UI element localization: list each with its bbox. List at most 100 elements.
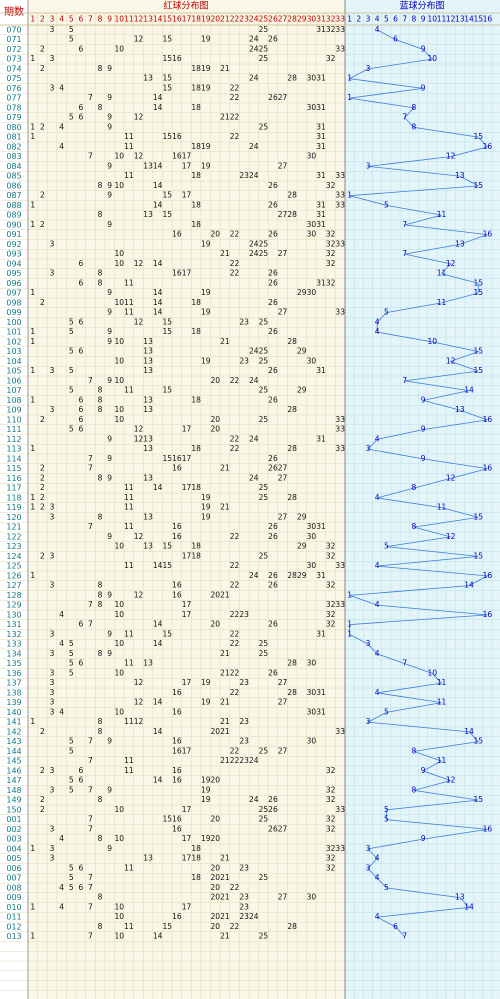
red-number: 32 <box>326 239 336 248</box>
red-number: 32 <box>326 25 336 34</box>
issue-label: 120 <box>6 513 21 522</box>
red-number: 15 <box>163 327 173 336</box>
blue-number: 3 <box>366 64 371 73</box>
red-number: 11 <box>124 386 134 395</box>
issue-label: 110 <box>6 415 21 424</box>
red-number: 23 <box>239 171 249 180</box>
issue-label: 004 <box>6 844 21 853</box>
blue-number: 9 <box>421 834 426 843</box>
red-number: 13 <box>143 542 153 551</box>
blue-number: 10 <box>428 337 438 346</box>
blue-number: 15 <box>473 512 483 521</box>
issue-label: 134 <box>6 649 21 658</box>
red-number: 9 <box>107 737 112 746</box>
blue-number: 8 <box>412 522 417 531</box>
red-number: 11 <box>124 483 134 492</box>
red-number: 5 <box>69 737 74 746</box>
red-number: 22 <box>230 376 240 385</box>
red-number: 7 <box>88 152 93 161</box>
blue-number: 12 <box>446 259 456 268</box>
red-number: 2 <box>40 44 45 53</box>
red-number: 25 <box>259 932 269 941</box>
issue-label: 081 <box>6 133 21 142</box>
blue-number: 3 <box>366 863 371 872</box>
issue-label: 125 <box>6 562 21 571</box>
red-number: 18 <box>191 395 201 404</box>
red-column-label: 8 <box>98 15 103 24</box>
red-number: 6 <box>78 776 83 785</box>
red-number: 4 <box>59 883 64 892</box>
red-number: 6 <box>78 278 83 287</box>
red-number: 15 <box>163 454 173 463</box>
red-number: 25 <box>259 347 269 356</box>
red-number: 24 <box>249 44 259 53</box>
red-number: 10 <box>114 912 124 921</box>
red-number: 17 <box>182 483 192 492</box>
red-number: 9 <box>107 454 112 463</box>
red-number: 11 <box>124 863 134 872</box>
issue-label: 115 <box>6 464 21 473</box>
blue-number: 8 <box>412 103 417 112</box>
issue-label: 075 <box>6 74 21 83</box>
red-number: 29 <box>297 571 307 580</box>
red-number: 1 <box>30 122 35 131</box>
red-number: 18 <box>191 103 201 112</box>
blue-column-label: 3 <box>366 15 371 24</box>
red-number: 12 <box>134 678 144 687</box>
blue-number: 3 <box>366 717 371 726</box>
issue-label: 090 <box>6 220 21 229</box>
red-number: 29 <box>297 347 307 356</box>
red-number: 4 <box>59 902 64 911</box>
red-number: 19 <box>201 698 211 707</box>
red-number: 26 <box>268 795 278 804</box>
red-number: 13 <box>143 366 153 375</box>
red-number: 31 <box>316 278 326 287</box>
issue-label: 127 <box>6 581 21 590</box>
red-number: 6 <box>78 883 83 892</box>
red-number: 16 <box>172 590 182 599</box>
red-number: 26 <box>268 532 278 541</box>
red-number: 5 <box>69 425 74 434</box>
red-number: 33 <box>335 415 345 424</box>
red-number: 10 <box>114 298 124 307</box>
issue-label: 106 <box>6 376 21 385</box>
red-number: 15 <box>163 74 173 83</box>
blue-number: 12 <box>446 152 456 161</box>
issue-label: 008 <box>6 883 21 892</box>
red-number: 6 <box>78 395 83 404</box>
issue-label: 107 <box>6 386 21 395</box>
red-number: 3 <box>50 698 55 707</box>
issue-label: 092 <box>6 240 21 249</box>
red-number: 19 <box>201 83 211 92</box>
red-number: 31 <box>316 171 326 180</box>
red-number: 20 <box>211 776 221 785</box>
red-number: 23 <box>239 678 249 687</box>
red-number: 10 <box>114 259 124 268</box>
red-number: 22 <box>230 756 240 765</box>
red-number: 19 <box>201 785 211 794</box>
red-number: 7 <box>88 815 93 824</box>
issue-label: 087 <box>6 191 21 200</box>
red-number: 18 <box>191 873 201 882</box>
red-number: 8 <box>98 269 103 278</box>
red-number: 1 <box>30 200 35 209</box>
red-number: 9 <box>107 220 112 229</box>
red-number: 27 <box>278 746 288 755</box>
red-column-label: 16 <box>172 15 182 24</box>
red-number: 21 <box>220 464 230 473</box>
red-number: 17 <box>182 834 192 843</box>
red-number: 9 <box>107 308 112 317</box>
red-number: 6 <box>78 113 83 122</box>
red-number: 20 <box>211 727 221 736</box>
red-number: 3 <box>50 785 55 794</box>
blue-number: 4 <box>375 493 380 502</box>
blue-column-label: 5 <box>384 15 389 24</box>
red-number: 11 <box>124 522 134 531</box>
red-number: 20 <box>211 230 221 239</box>
issue-label: 123 <box>6 542 21 551</box>
red-number: 1 <box>30 493 35 502</box>
red-number: 32 <box>326 815 336 824</box>
blue-number: 16 <box>483 230 493 239</box>
red-number: 23 <box>239 902 249 911</box>
red-column-label: 15 <box>163 15 173 24</box>
